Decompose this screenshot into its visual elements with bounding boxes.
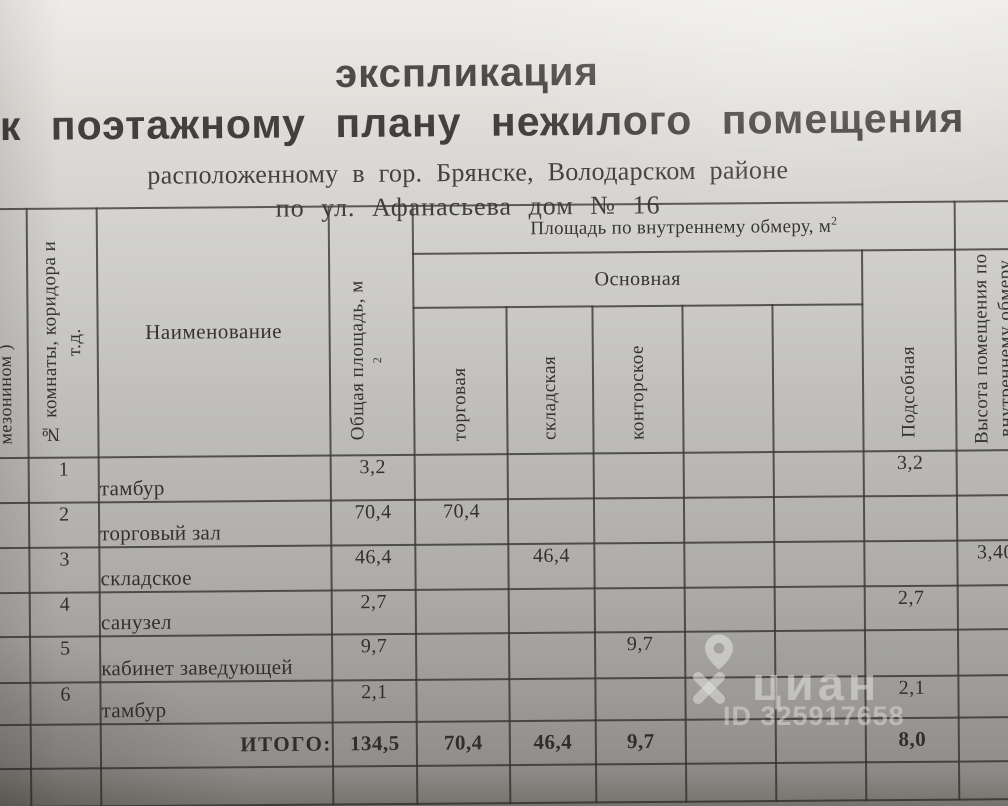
column-header-main-group: Основная xyxy=(413,250,863,309)
document-header: экспликация к поэтажному плану нежилого … xyxy=(0,46,965,226)
office-area-value xyxy=(594,587,685,633)
total-area-value: 46,4 xyxy=(331,544,416,591)
column-header-inner-area: Площадь по внутреннему обмеру, м2 xyxy=(412,201,956,254)
column-header-storage: складская xyxy=(506,306,594,454)
office-area-value xyxy=(593,452,684,499)
trade-area-value xyxy=(415,632,510,680)
room-number: 4 xyxy=(29,591,101,637)
total-area-value: 3,2 xyxy=(330,454,415,501)
column-header-empty-1 xyxy=(682,305,774,453)
header-row-1: мезонином ) № комнаты, коридора и т.д. На… xyxy=(0,200,1008,458)
room-number: 1 xyxy=(28,456,99,503)
cian-logo-icon xyxy=(691,671,727,710)
total-area-value: 9,7 xyxy=(332,633,417,681)
map-pin-icon xyxy=(705,634,733,675)
column-header-office: конторское xyxy=(592,305,684,454)
height-value: 3,40 xyxy=(957,539,1008,586)
height-value xyxy=(956,494,1008,541)
trade-area-value xyxy=(415,588,509,634)
cian-brand-text: циан xyxy=(752,657,881,710)
column-header-name: Наименование xyxy=(96,206,331,457)
column-header-empty-2 xyxy=(772,304,864,452)
office-area-value xyxy=(594,542,685,589)
totals-storage-area: 46,4 xyxy=(509,720,597,765)
room-name: тамбур xyxy=(100,680,333,724)
room-number: 5 xyxy=(30,635,101,683)
trade-area-value xyxy=(414,453,508,500)
table-row: 3 складское 46,4 46,4 3,40 xyxy=(0,539,1008,593)
column-header-auxiliary: Подсобная xyxy=(862,249,957,451)
table-row: 2 торговый зал 70,4 70,4 xyxy=(0,494,1008,548)
total-area-value: 70,4 xyxy=(330,499,416,546)
auxiliary-area-value: 2,7 xyxy=(864,585,958,630)
document-title-line2: к поэтажному плану нежилого помещения xyxy=(0,94,965,150)
column-header-trade: торговая xyxy=(413,307,508,455)
column-header-floor: мезонином ) xyxy=(0,208,29,458)
auxiliary-area-value: 3,2 xyxy=(863,450,957,496)
storage-area-value: 46,4 xyxy=(508,543,595,589)
room-name: торговый зал xyxy=(98,500,332,547)
room-name: складское xyxy=(99,545,332,592)
document-subtitle-address: расположенному в гор. Брянске, Володарск… xyxy=(147,155,789,190)
height-value xyxy=(958,674,1008,718)
storage-area-value xyxy=(508,632,596,679)
watermark-listing-id: ID 325917658 xyxy=(723,701,905,731)
height-value xyxy=(957,584,1008,630)
column-header-room-number: № комнаты, коридора и т.д. xyxy=(26,208,99,458)
storage-area-value xyxy=(507,498,595,544)
trade-area-value: 70,4 xyxy=(414,498,509,545)
trade-area-value xyxy=(416,678,510,722)
height-value xyxy=(956,449,1008,496)
room-number: 6 xyxy=(30,681,101,725)
room-number: 2 xyxy=(28,501,100,548)
header-empty-cell xyxy=(954,200,1008,250)
height-value xyxy=(957,628,1008,676)
room-name: кабинет заведующей xyxy=(100,634,333,682)
cian-watermark: циан ID 325917658 xyxy=(668,634,928,734)
total-area-value: 2,1 xyxy=(332,679,417,723)
office-area-value xyxy=(593,497,685,544)
document-title-line1: экспликация xyxy=(334,49,600,97)
auxiliary-area-value xyxy=(863,495,958,541)
table-row: 1 тамбур 3,2 3,2 xyxy=(0,449,1008,503)
room-name: тамбур xyxy=(98,455,331,502)
room-number: 3 xyxy=(29,546,100,593)
totals-trade-area: 70,4 xyxy=(416,720,511,766)
totals-label: ИТОГО: xyxy=(100,722,334,768)
room-name: санузел xyxy=(99,590,333,636)
trade-area-value xyxy=(415,543,509,590)
storage-area-value xyxy=(507,453,594,499)
storage-area-value xyxy=(509,678,596,721)
empty-row xyxy=(0,760,1008,806)
column-header-height: Высота помещения по внутреннему обмеру xyxy=(955,248,1008,451)
total-area-value: 2,7 xyxy=(331,589,416,635)
storage-area-value xyxy=(508,588,595,633)
auxiliary-area-value xyxy=(864,540,958,586)
totals-total-area: 134,5 xyxy=(332,721,418,767)
